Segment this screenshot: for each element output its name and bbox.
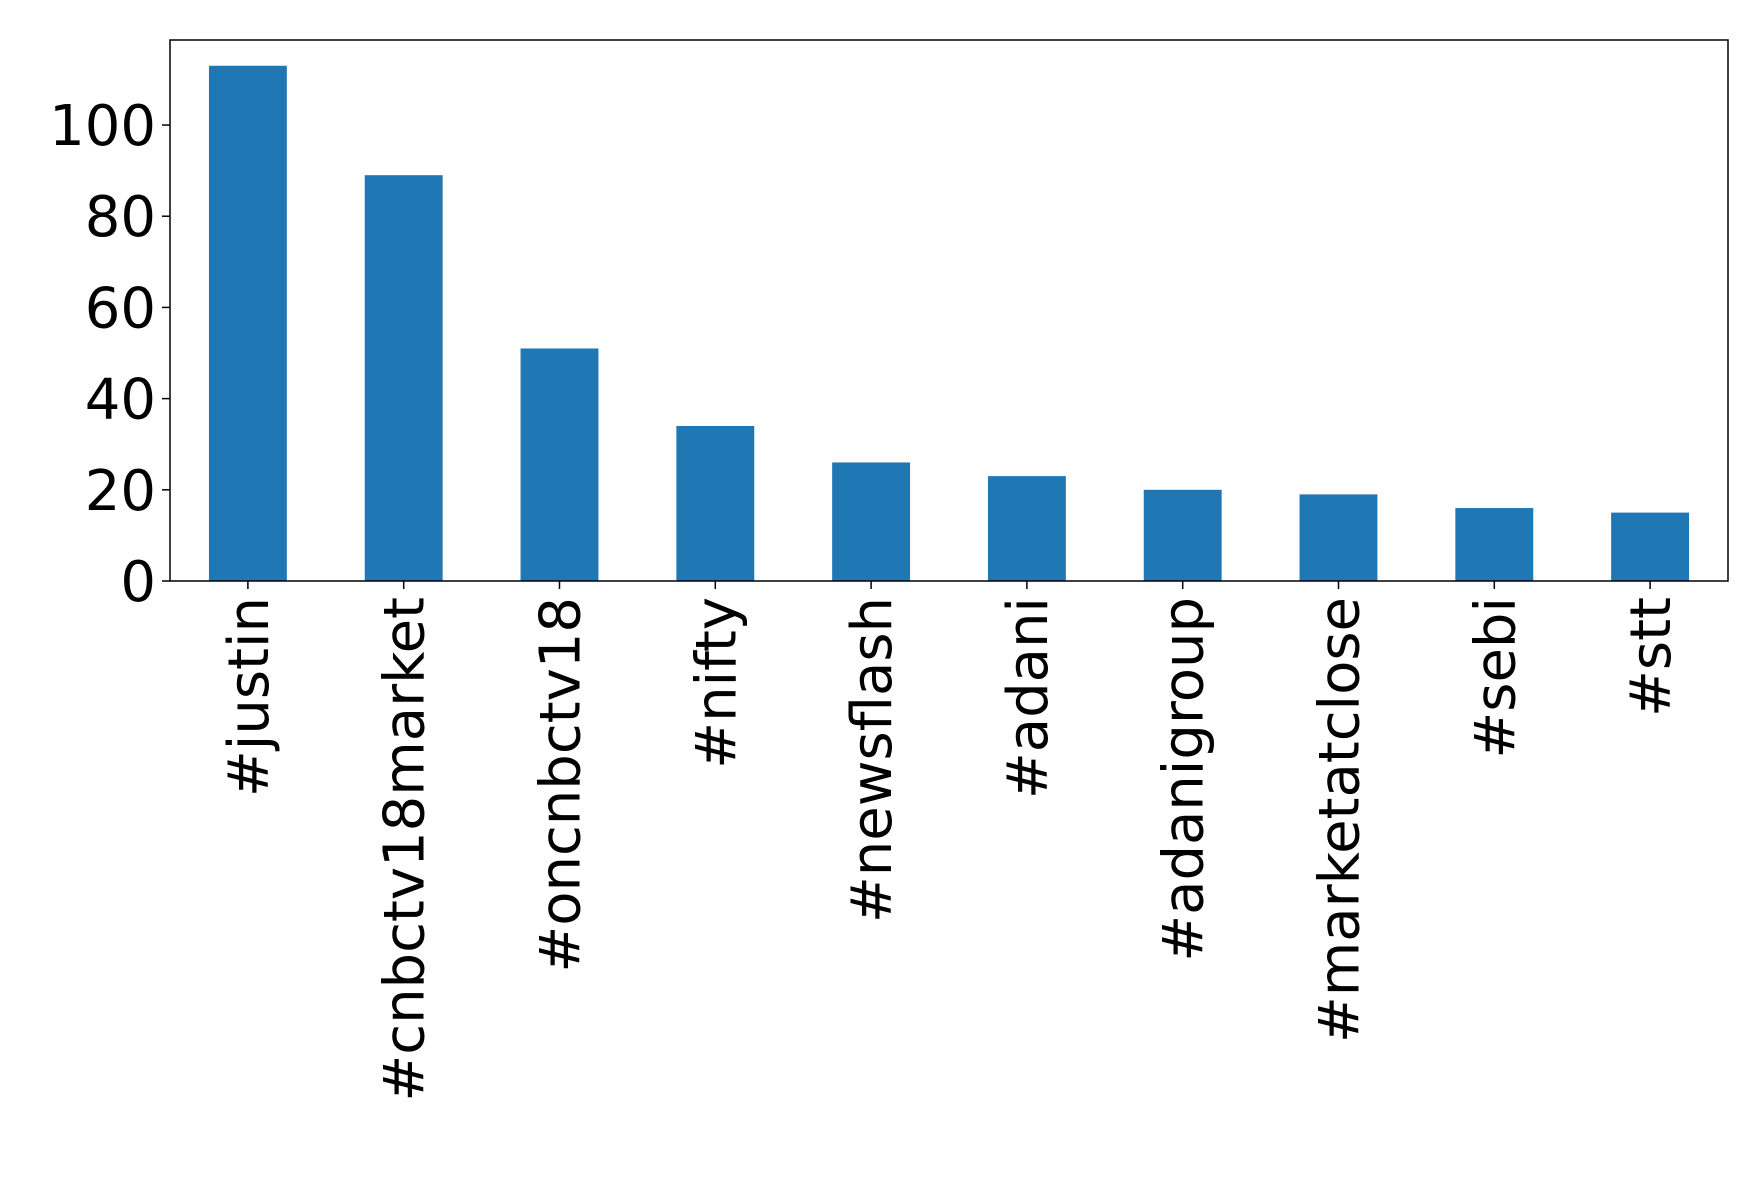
bar [1455, 508, 1534, 581]
bar [1143, 489, 1222, 581]
x-tick-label: #adani [996, 597, 1061, 799]
x-tick-label: #stt [1619, 597, 1684, 717]
y-tick-label: 0 [120, 550, 156, 615]
bar [1299, 494, 1378, 581]
x-tick-label: #newsflash [840, 597, 905, 923]
x-tick-label: #sebi [1463, 597, 1528, 759]
x-tick-label: #marketatclose [1308, 597, 1373, 1043]
bar [832, 462, 911, 581]
y-tick-label: 60 [85, 276, 156, 341]
bar [676, 425, 755, 581]
bar [1611, 512, 1690, 581]
y-tick-label: 20 [85, 459, 156, 524]
x-tick-label: #cnbctv18market [373, 597, 438, 1102]
x-tick-label: #justin [217, 597, 282, 797]
y-tick-label: 100 [49, 94, 156, 159]
y-tick-label: 80 [85, 185, 156, 250]
bar [987, 476, 1066, 581]
y-tick-label: 40 [85, 368, 156, 433]
bar [520, 348, 599, 581]
x-tick-label: #oncnbctv18 [529, 597, 594, 973]
bar [364, 175, 443, 582]
x-tick-label: #adanigroup [1152, 597, 1217, 962]
bar [208, 65, 287, 581]
x-tick-label: #nifty [684, 597, 749, 769]
axes-frame [169, 39, 1729, 582]
